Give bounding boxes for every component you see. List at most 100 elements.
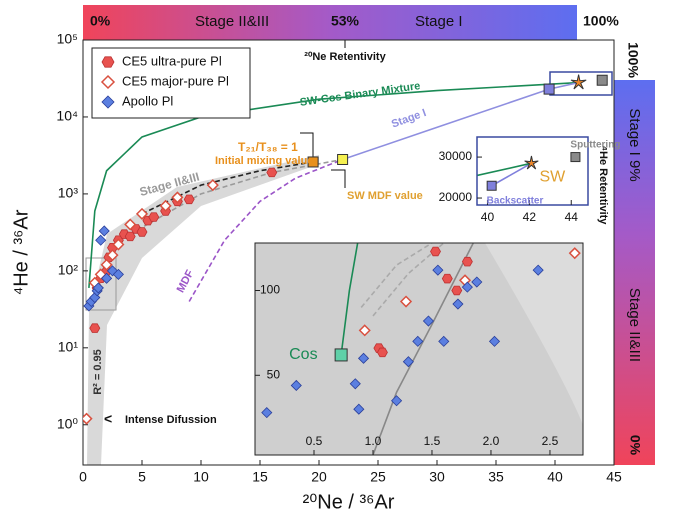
point-label: Cos	[289, 346, 317, 363]
diamond-marker	[112, 238, 125, 251]
diamond-marker	[402, 356, 414, 368]
diamond-marker	[532, 264, 544, 276]
right-top: 100%	[625, 42, 641, 78]
x-tick-label: 20	[311, 469, 327, 485]
top-left: 0%	[90, 13, 111, 29]
diamond-marker	[353, 403, 365, 415]
right-bar	[614, 80, 655, 465]
zoom-box	[85, 257, 117, 311]
diamond-marker	[461, 281, 473, 293]
diamond-marker	[100, 74, 116, 90]
y-tick-label: 10⁰	[57, 415, 79, 431]
diamond-marker	[135, 207, 149, 220]
y-tick-label: 50	[267, 367, 281, 381]
x-tick-label: 0.5	[306, 434, 323, 448]
plot-frame	[82, 39, 615, 466]
x-tick-label: 35	[488, 469, 504, 485]
diamond-marker	[83, 412, 93, 425]
legend-label: CE5 major-pure Pl	[122, 73, 229, 88]
x-tick-label: 1.0	[365, 434, 382, 448]
diamond-marker	[399, 295, 413, 308]
hexagon-marker	[461, 256, 473, 267]
curve	[360, 243, 433, 308]
legend-box	[91, 47, 251, 119]
diamond-marker	[357, 352, 370, 364]
legend-label: Apollo Pl	[122, 93, 173, 108]
square-marker	[334, 348, 348, 362]
hexagon-marker	[376, 347, 388, 358]
curve	[141, 161, 314, 215]
diamond-marker	[171, 191, 184, 204]
diamond-marker	[358, 324, 371, 337]
curve	[477, 162, 532, 177]
hexagon-marker	[148, 212, 160, 222]
diamond-marker	[112, 268, 124, 280]
hexagon-marker	[451, 285, 463, 296]
x-tick-label: 44	[565, 210, 579, 224]
hexagon-marker	[266, 167, 278, 178]
point-label: Backscatter	[487, 195, 544, 206]
x-tick-label: 30	[429, 469, 445, 485]
hexagon-marker	[430, 246, 441, 257]
diamond-marker	[412, 335, 424, 347]
diamond-marker	[100, 258, 113, 271]
y-tick-label: 20000	[439, 190, 473, 204]
y-tick-label: 10⁴	[56, 108, 78, 124]
plot-frame	[476, 136, 589, 206]
x-tick-label: 40	[547, 469, 563, 485]
top-right: 100%	[583, 13, 619, 29]
diamond-marker	[471, 276, 483, 288]
annotation: T₂₁/T₃₈ = 1	[238, 140, 298, 154]
diamond-marker	[568, 247, 581, 260]
diamond-marker	[452, 298, 464, 310]
legend-label: CE5 ultra-pure Pl	[122, 53, 222, 68]
y-tick-label: 10²	[58, 262, 79, 278]
curve-label: SW-Cos Binary Mixture	[299, 80, 421, 109]
diamond-marker	[101, 272, 113, 284]
x-tick-label: 25	[370, 469, 386, 485]
y-tick-label: 10³	[58, 185, 79, 201]
curve	[372, 243, 445, 317]
hexagon-marker	[89, 323, 101, 333]
right-stage-bottom: Stage II&III	[626, 288, 643, 362]
y-tick-label: 10⁵	[57, 31, 78, 47]
curve	[372, 243, 474, 455]
diamond-marker	[422, 315, 435, 327]
diamond-marker	[92, 282, 104, 294]
x-tick-label: 5	[138, 469, 146, 485]
star-marker	[524, 155, 539, 170]
x-axis-label: ²⁰Ne / ³⁶Ar	[303, 491, 395, 513]
x-tick-label: 40	[481, 210, 495, 224]
curve	[491, 162, 532, 187]
diamond-marker	[89, 291, 101, 304]
annotation: Initial mixing value	[215, 155, 313, 167]
square-marker	[596, 74, 608, 86]
square-marker	[543, 83, 555, 95]
bracket	[300, 132, 346, 188]
y-tick-label: 100	[260, 283, 280, 297]
x-tick-label: 45	[606, 469, 622, 485]
curve	[340, 243, 359, 356]
hexagon-marker	[441, 273, 453, 284]
diamond-marker	[98, 225, 110, 237]
y-tick-label: 30000	[439, 149, 473, 163]
point-label: SW	[539, 168, 566, 185]
top-bar	[83, 5, 577, 40]
top-mid: 53%	[331, 13, 360, 29]
square-marker	[486, 180, 497, 191]
x-tick-label: 1.5	[424, 434, 441, 448]
diamond-marker	[95, 234, 107, 246]
y-axis-label: ⁴He / ³⁶Ar	[10, 209, 32, 295]
point-label: Sputtering	[570, 140, 620, 151]
right-stage-top: Stage I 9%	[626, 108, 643, 181]
plot-frame	[254, 242, 584, 456]
diamond-marker	[349, 378, 361, 390]
curve	[188, 158, 343, 302]
diamond-marker	[106, 265, 119, 277]
square-marker	[570, 152, 581, 163]
x-tick-label: 42	[523, 210, 537, 224]
right-bottom: 0%	[627, 435, 643, 456]
diamond-marker	[206, 179, 219, 192]
annotation: SW MDF value	[347, 190, 423, 202]
